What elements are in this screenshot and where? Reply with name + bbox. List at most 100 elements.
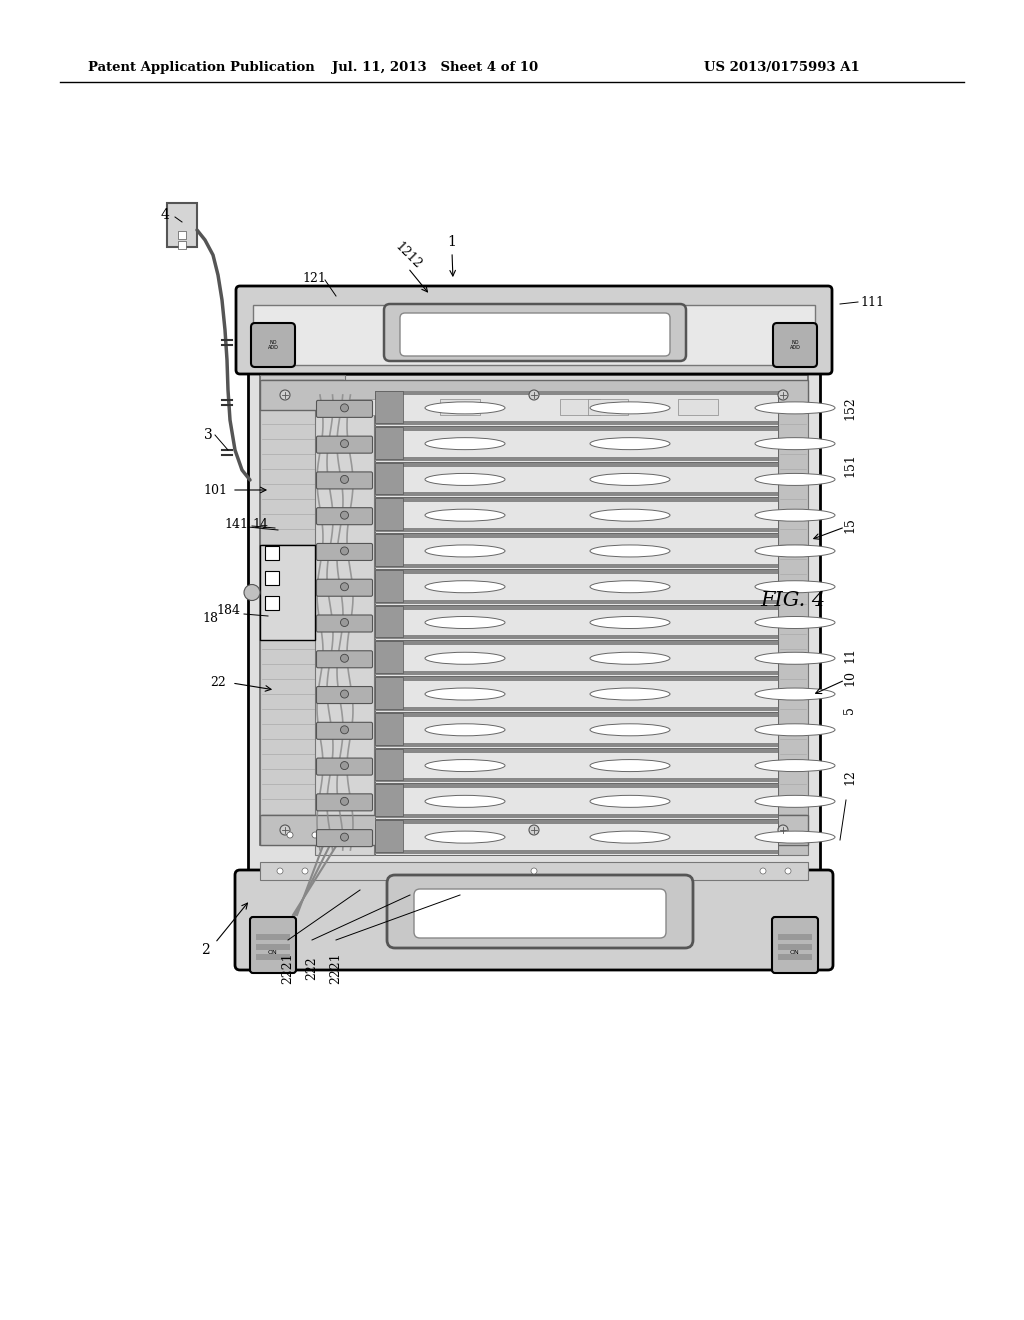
Text: 2: 2 bbox=[201, 942, 209, 957]
Bar bbox=[375, 570, 778, 605]
Text: 151: 151 bbox=[844, 453, 856, 477]
Bar bbox=[375, 492, 778, 496]
Ellipse shape bbox=[425, 438, 505, 450]
Ellipse shape bbox=[590, 652, 670, 664]
Bar bbox=[375, 820, 778, 855]
FancyBboxPatch shape bbox=[772, 917, 818, 973]
Text: 4: 4 bbox=[161, 209, 169, 222]
Circle shape bbox=[341, 440, 348, 447]
Bar bbox=[440, 399, 480, 414]
Bar bbox=[375, 743, 778, 747]
Circle shape bbox=[778, 825, 788, 836]
Bar bbox=[375, 784, 778, 788]
Bar bbox=[778, 389, 808, 855]
Bar bbox=[778, 944, 812, 950]
Bar bbox=[167, 203, 197, 247]
FancyBboxPatch shape bbox=[316, 473, 373, 488]
Text: 184: 184 bbox=[216, 605, 240, 618]
Text: 10: 10 bbox=[844, 671, 856, 686]
Circle shape bbox=[302, 869, 308, 874]
Circle shape bbox=[529, 825, 539, 836]
Bar bbox=[678, 399, 718, 414]
Bar bbox=[375, 671, 778, 675]
Text: 1: 1 bbox=[447, 235, 457, 249]
Ellipse shape bbox=[590, 723, 670, 735]
Text: 111: 111 bbox=[860, 296, 884, 309]
Bar bbox=[375, 748, 403, 780]
Bar bbox=[375, 820, 778, 824]
Bar bbox=[375, 457, 778, 461]
Circle shape bbox=[341, 511, 348, 519]
FancyBboxPatch shape bbox=[316, 400, 373, 417]
Bar bbox=[260, 814, 808, 845]
Bar bbox=[375, 535, 778, 569]
FancyBboxPatch shape bbox=[773, 323, 817, 367]
Bar bbox=[375, 748, 778, 784]
Bar bbox=[560, 399, 600, 414]
Bar bbox=[375, 784, 403, 816]
Text: 1212: 1212 bbox=[392, 240, 424, 272]
Bar bbox=[375, 462, 403, 494]
Ellipse shape bbox=[590, 581, 670, 593]
Bar bbox=[778, 954, 812, 960]
Ellipse shape bbox=[590, 796, 670, 808]
Bar bbox=[375, 462, 778, 498]
Text: 22: 22 bbox=[210, 676, 226, 689]
Bar bbox=[375, 570, 778, 574]
Text: 11: 11 bbox=[844, 647, 856, 663]
Circle shape bbox=[244, 585, 260, 601]
Ellipse shape bbox=[590, 510, 670, 521]
Bar bbox=[375, 570, 403, 602]
Bar bbox=[375, 642, 778, 676]
Ellipse shape bbox=[590, 832, 670, 843]
Ellipse shape bbox=[590, 401, 670, 414]
Ellipse shape bbox=[755, 796, 835, 808]
Bar bbox=[375, 677, 403, 709]
Bar bbox=[375, 564, 778, 568]
Bar bbox=[256, 935, 290, 940]
Bar bbox=[260, 545, 315, 640]
Text: 152: 152 bbox=[844, 396, 856, 420]
Bar bbox=[375, 499, 778, 503]
Circle shape bbox=[778, 389, 788, 400]
Circle shape bbox=[280, 389, 290, 400]
Ellipse shape bbox=[425, 510, 505, 521]
Ellipse shape bbox=[755, 616, 835, 628]
Bar bbox=[375, 426, 778, 430]
Ellipse shape bbox=[425, 796, 505, 808]
FancyBboxPatch shape bbox=[316, 615, 373, 632]
Circle shape bbox=[312, 832, 318, 838]
Ellipse shape bbox=[425, 474, 505, 486]
Text: 101: 101 bbox=[203, 483, 227, 496]
Bar bbox=[265, 572, 279, 585]
Ellipse shape bbox=[425, 723, 505, 735]
Bar bbox=[350, 399, 390, 414]
Ellipse shape bbox=[755, 723, 835, 735]
Bar bbox=[256, 944, 290, 950]
Bar bbox=[260, 862, 808, 880]
FancyBboxPatch shape bbox=[316, 722, 373, 739]
FancyBboxPatch shape bbox=[387, 875, 693, 948]
FancyBboxPatch shape bbox=[316, 793, 373, 810]
FancyBboxPatch shape bbox=[234, 870, 833, 970]
Circle shape bbox=[341, 404, 348, 412]
Text: US 2013/0175993 A1: US 2013/0175993 A1 bbox=[705, 62, 860, 74]
Bar bbox=[375, 677, 778, 681]
Bar bbox=[375, 713, 403, 744]
FancyBboxPatch shape bbox=[316, 436, 373, 453]
Circle shape bbox=[341, 475, 348, 483]
Bar bbox=[375, 708, 778, 711]
Bar bbox=[265, 546, 279, 560]
Text: NO
ADD: NO ADD bbox=[790, 339, 801, 350]
Bar bbox=[260, 380, 808, 411]
Bar bbox=[375, 535, 403, 566]
Bar bbox=[315, 389, 374, 855]
Bar bbox=[260, 375, 808, 845]
Circle shape bbox=[341, 619, 348, 627]
FancyBboxPatch shape bbox=[316, 829, 373, 846]
Bar bbox=[588, 399, 628, 414]
Bar bbox=[375, 850, 778, 854]
Bar bbox=[375, 606, 778, 610]
Bar bbox=[375, 421, 778, 425]
Text: 2221: 2221 bbox=[282, 952, 295, 983]
